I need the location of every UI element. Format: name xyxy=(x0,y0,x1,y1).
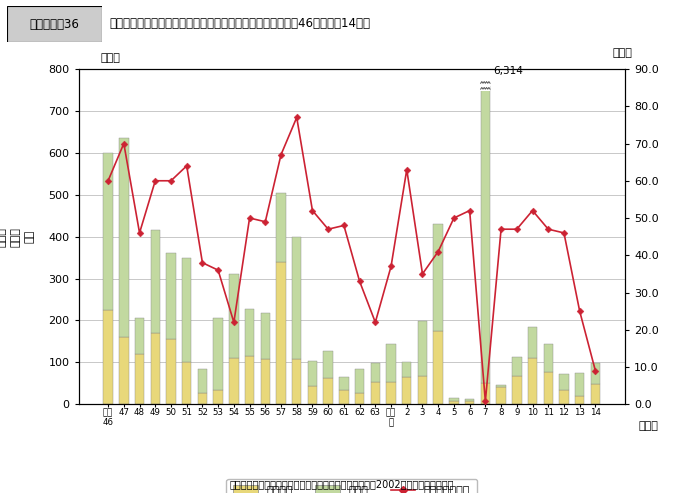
Text: 死者・
行方不
明者: 死者・ 行方不 明者 xyxy=(0,227,34,246)
Bar xyxy=(103,310,113,404)
Bar xyxy=(402,362,411,377)
Bar xyxy=(135,354,144,404)
Text: 自然災害による死者・行方不明者の原因別状況の割合（昭和46年〜平成14年）: 自然災害による死者・行方不明者の原因別状況の割合（昭和46年〜平成14年） xyxy=(109,17,370,30)
Bar xyxy=(512,376,522,404)
Bar xyxy=(449,401,459,404)
Bar xyxy=(229,358,238,404)
Bar xyxy=(434,224,443,331)
Bar xyxy=(292,359,301,404)
Text: （人）: （人） xyxy=(100,53,120,63)
Bar xyxy=(371,363,380,382)
Bar xyxy=(339,377,348,390)
Bar xyxy=(261,313,270,359)
Bar xyxy=(197,392,207,404)
Text: （（財）砂防・地すべり技術センター「土砂災害の実態2002」より内閣府作成）: （（財）砂防・地すべり技術センター「土砂災害の実態2002」より内閣府作成） xyxy=(229,479,454,489)
Bar xyxy=(591,363,600,384)
Bar xyxy=(150,230,160,333)
Bar xyxy=(434,331,443,404)
Bar xyxy=(135,318,144,354)
Bar xyxy=(261,359,270,404)
Bar xyxy=(418,376,427,404)
Bar xyxy=(324,351,333,378)
Bar xyxy=(119,138,128,337)
Bar xyxy=(481,384,490,404)
Bar xyxy=(512,357,522,376)
Bar xyxy=(465,399,475,401)
Bar xyxy=(213,389,223,404)
Bar xyxy=(465,401,475,404)
Bar xyxy=(308,361,317,386)
Bar xyxy=(166,339,176,404)
FancyBboxPatch shape xyxy=(7,6,102,42)
Bar xyxy=(308,386,317,404)
Bar xyxy=(150,333,160,404)
Bar xyxy=(497,386,506,387)
Bar xyxy=(559,374,569,390)
Bar xyxy=(119,337,128,404)
Bar xyxy=(544,372,553,404)
Text: 6,314: 6,314 xyxy=(493,66,523,76)
Bar xyxy=(418,321,427,376)
Text: 図２－４－36: 図２－４－36 xyxy=(29,18,80,31)
Bar xyxy=(355,392,364,404)
Bar xyxy=(213,318,223,389)
Bar xyxy=(292,238,301,359)
Bar xyxy=(575,396,585,404)
Bar xyxy=(387,382,395,404)
Bar xyxy=(528,358,538,404)
Bar xyxy=(339,390,348,404)
Bar xyxy=(182,258,191,362)
Text: （％）: （％） xyxy=(613,48,632,58)
Bar xyxy=(182,362,191,404)
Bar xyxy=(544,344,553,372)
Text: （年）: （年） xyxy=(639,422,658,431)
Bar xyxy=(277,262,285,404)
Bar xyxy=(103,153,113,310)
Bar xyxy=(591,384,600,404)
Bar xyxy=(497,387,506,404)
Bar xyxy=(402,377,411,404)
Bar xyxy=(371,382,380,404)
Bar xyxy=(355,369,364,392)
Bar xyxy=(197,369,207,392)
Bar xyxy=(559,390,569,404)
Bar xyxy=(245,309,254,356)
Bar xyxy=(481,86,490,384)
Bar xyxy=(277,193,285,262)
Bar xyxy=(229,274,238,358)
Bar xyxy=(324,378,333,404)
Bar xyxy=(166,253,176,339)
Bar xyxy=(528,327,538,358)
Bar xyxy=(387,344,395,382)
Bar xyxy=(575,373,585,396)
Bar xyxy=(480,77,490,91)
Bar xyxy=(245,356,254,404)
Bar xyxy=(449,397,459,401)
Legend: 土砂災害, その他, 土砂災害の割合: 土砂災害, その他, 土砂災害の割合 xyxy=(227,479,477,493)
